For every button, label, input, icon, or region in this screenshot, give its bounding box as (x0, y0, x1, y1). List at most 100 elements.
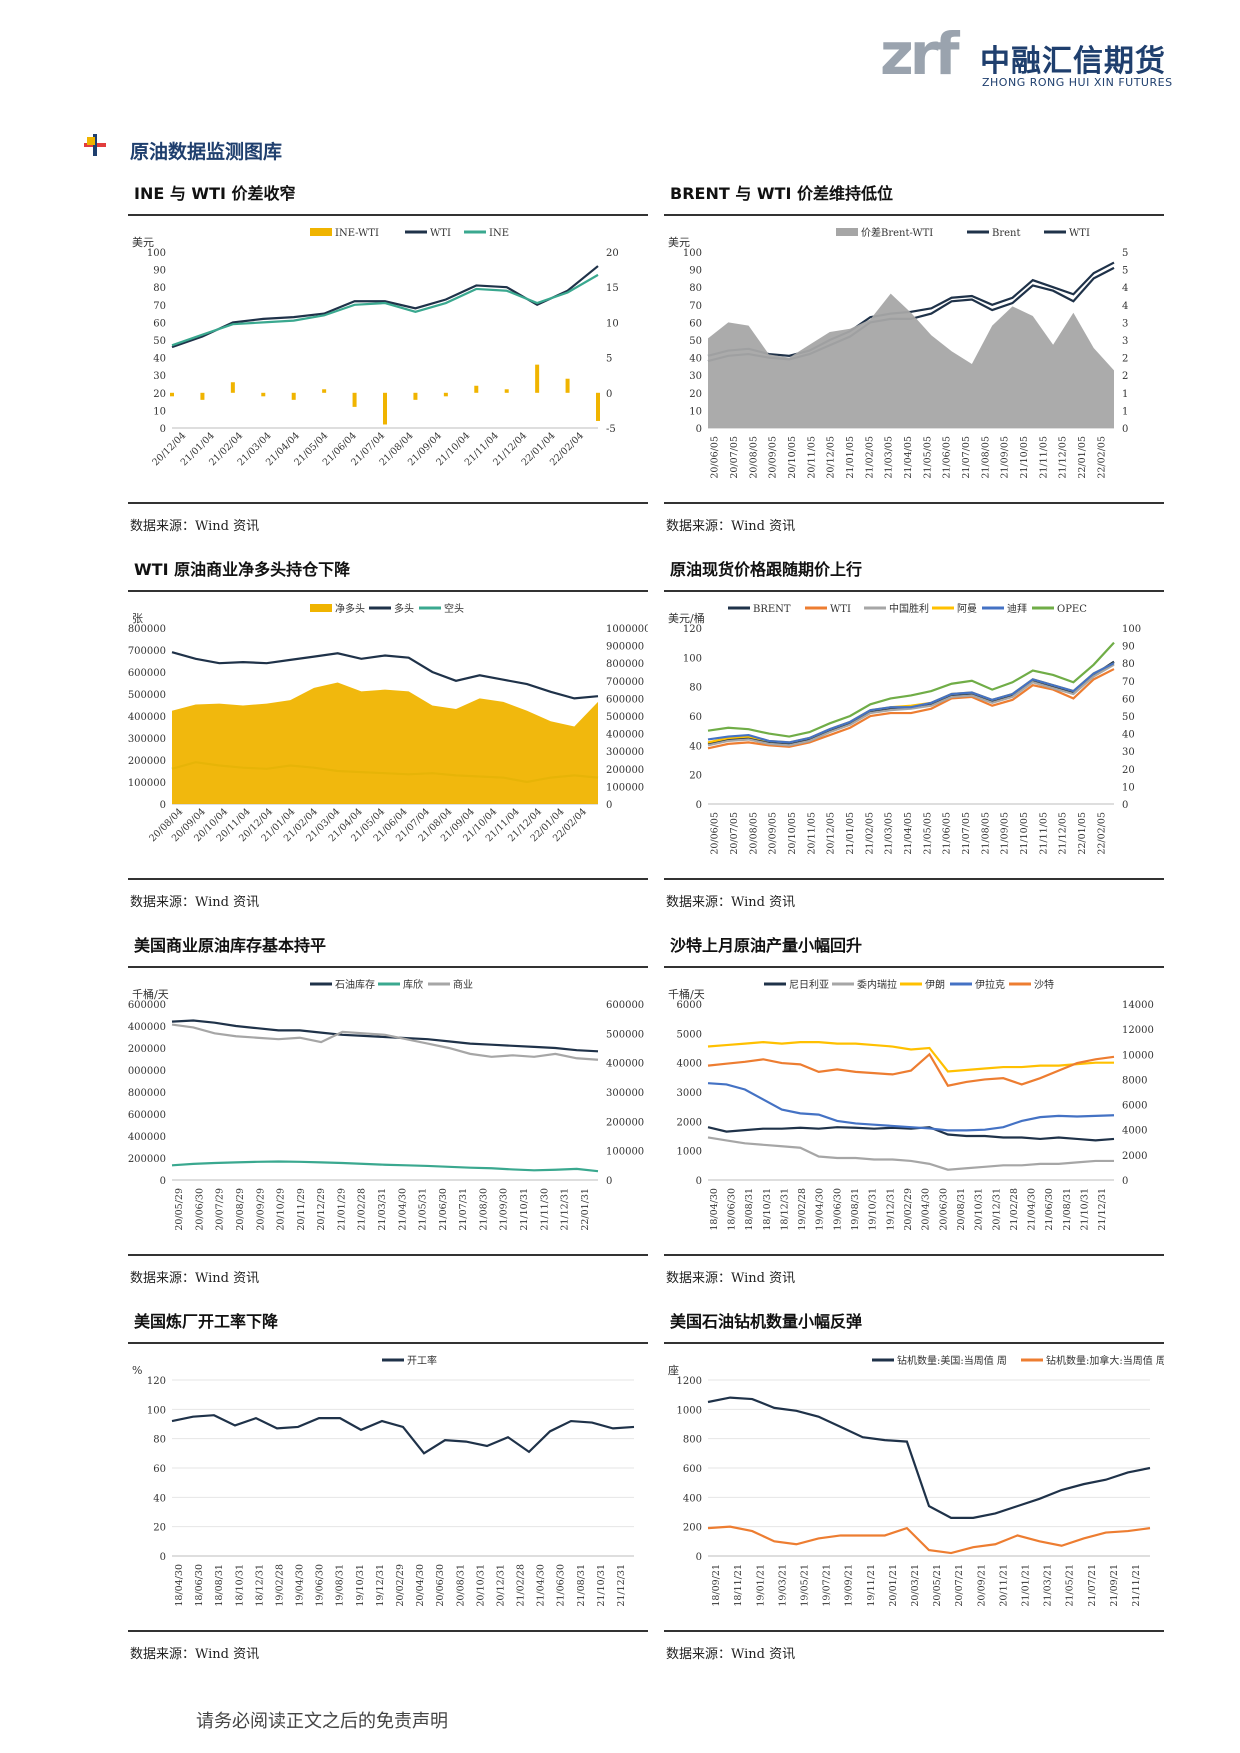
x-tick-label: 19/02/28 (274, 1564, 285, 1607)
x-tick-label: 21/03/21 (1043, 1564, 1054, 1607)
x-tick-label: 21/08/05 (980, 436, 991, 479)
x-tick-label: 21/01/21 (1020, 1564, 1031, 1607)
unit-label: 千桶/天 (668, 987, 705, 1001)
x-tick-label: 21/09/30 (499, 1188, 510, 1231)
x-tick-label: 20/04/30 (921, 1188, 932, 1231)
legend-label: 伊拉克 (975, 978, 1005, 991)
title-rule (128, 214, 648, 216)
y-tick-right: 0 (606, 800, 612, 811)
y-tick-right: 3 (1122, 318, 1128, 329)
y-tick-left: 0 (696, 424, 702, 435)
x-tick-label: 20/11/29 (296, 1188, 307, 1231)
bar (291, 392, 296, 400)
x-tick-label: 21/02/05 (864, 436, 875, 479)
title-rule (128, 966, 648, 968)
x-tick-label: 21/02/05 (864, 812, 875, 855)
y-tick-left: 600 (683, 1464, 702, 1475)
x-tick-label: 21/02/28 (357, 1188, 368, 1231)
y-tick-left: 60 (153, 318, 166, 329)
y-tick-right: 10 (1122, 782, 1135, 793)
legend-label: WTI (430, 228, 451, 239)
y-tick-right: 0 (1122, 424, 1128, 435)
y-tick-left: 1200000 (128, 1044, 166, 1055)
logo-en: ZHONG RONG HUI XIN FUTURES (982, 76, 1173, 89)
y-tick-right: 80 (1122, 659, 1135, 670)
y-tick-left: 90 (689, 266, 702, 277)
x-tick-label: 20/01/21 (888, 1564, 899, 1607)
y-tick-left: 200000 (128, 756, 166, 767)
line-series (171, 1160, 599, 1173)
x-tick-label: 20/08/29 (235, 1188, 246, 1231)
x-tick-label: 18/11/21 (733, 1564, 744, 1607)
x-tick-label: 21/01/05 (845, 812, 856, 855)
x-tick-label: 20/10/31 (475, 1564, 486, 1607)
x-tick-label: 20/12/29 (316, 1188, 327, 1231)
y-tick-right: 600000 (606, 1000, 644, 1011)
x-tick-label: 18/12/31 (779, 1188, 790, 1231)
source-note: 数据来源：Wind 资讯 (130, 519, 260, 534)
line-series (171, 1019, 599, 1053)
y-tick-right: 200000 (606, 1117, 644, 1128)
x-tick-label: 20/11/05 (806, 812, 817, 855)
y-tick-left: 20 (689, 389, 702, 400)
x-tick-label: 18/06/30 (726, 1188, 737, 1231)
unit-label: 张 (132, 612, 143, 625)
y-tick-right: -5 (606, 424, 616, 435)
line-series (707, 663, 1115, 747)
legend-label: INE-WTI (335, 228, 379, 239)
y-tick-left: 600000 (128, 1110, 166, 1121)
bar (596, 392, 600, 421)
x-tick-label: 20/06/05 (710, 812, 721, 855)
y-tick-right: 900000 (606, 642, 644, 653)
chart-bottom-rule (128, 1630, 648, 1632)
x-tick-label: 22/02/05 (1096, 812, 1107, 855)
x-tick-label: 21/10/05 (1019, 812, 1030, 855)
unit-label: 千桶/天 (132, 987, 169, 1001)
x-tick-label: 21/12/31 (616, 1564, 627, 1607)
x-tick-label: 20/08/31 (455, 1564, 466, 1607)
footer-disclaimer: 请务必阅读正文之后的免责声明 (196, 1711, 448, 1732)
x-tick-label: 19/03/21 (777, 1564, 788, 1607)
x-tick-label: 21/04/05 (903, 812, 914, 855)
y-tick-right: 40 (1122, 730, 1135, 741)
chart-svg: % 开工率 0 20 40 60 80 100 120 18/04/30 18/06/30 18/08… (132, 1354, 635, 1607)
section-title: 原油数据监测图库 (130, 141, 283, 163)
y-tick-right: 400000 (606, 1059, 644, 1070)
y-tick-right: 8000 (1122, 1075, 1147, 1086)
x-tick-label: 20/09/21 (976, 1564, 987, 1607)
y-tick-left: 400 (683, 1493, 702, 1504)
y-tick-left: 800000 (128, 1088, 166, 1099)
y-tick-left: 50 (689, 336, 702, 347)
y-tick-left: 60 (689, 712, 702, 723)
y-tick-right: 50 (1122, 712, 1135, 723)
y-tick-left: 0 (696, 800, 702, 811)
line-series (171, 1023, 599, 1061)
y-tick-left: 10 (153, 406, 166, 417)
logo-mark: zrf (880, 20, 960, 88)
legend-label: 空头 (444, 602, 464, 615)
x-tick-label: 19/11/21 (866, 1564, 877, 1607)
bar (322, 389, 327, 393)
chart-title: INE 与 WTI 价差收窄 (134, 184, 296, 203)
x-tick-label: 20/11/21 (998, 1564, 1009, 1607)
legend-label: 开工率 (407, 1354, 437, 1367)
y-tick-left: 0 (696, 1552, 702, 1563)
x-tick-label: 20/12/05 (826, 812, 837, 855)
bar (200, 392, 205, 400)
x-tick-label: 19/04/30 (295, 1564, 306, 1607)
y-tick-right: 1 (1122, 389, 1128, 400)
y-tick-left: 60 (689, 318, 702, 329)
y-tick-right: 600000 (606, 694, 644, 705)
x-tick-label: 19/12/31 (885, 1188, 896, 1231)
x-tick-label: 20/12/05 (826, 436, 837, 479)
x-tick-label: 20/07/21 (954, 1564, 965, 1607)
legend-label: Brent (992, 228, 1021, 239)
x-tick-label: 22/02/05 (1096, 436, 1107, 479)
x-tick-label: 21/03/05 (884, 812, 895, 855)
y-tick-right: 12000 (1122, 1025, 1154, 1036)
y-tick-left: 0 (696, 1176, 702, 1187)
y-tick-right: 6000 (1122, 1101, 1147, 1112)
bar (413, 392, 418, 400)
chart-bottom-rule (128, 878, 648, 880)
